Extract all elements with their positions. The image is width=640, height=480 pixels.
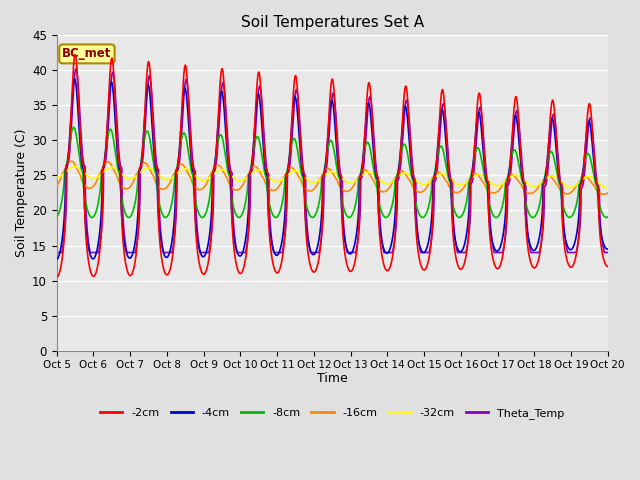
Legend: -2cm, -4cm, -8cm, -16cm, -32cm, Theta_Temp: -2cm, -4cm, -8cm, -16cm, -32cm, Theta_Te… (96, 404, 569, 423)
Title: Soil Temperatures Set A: Soil Temperatures Set A (241, 15, 424, 30)
Y-axis label: Soil Temperature (C): Soil Temperature (C) (15, 129, 28, 257)
Text: BC_met: BC_met (62, 48, 111, 60)
X-axis label: Time: Time (317, 372, 348, 385)
